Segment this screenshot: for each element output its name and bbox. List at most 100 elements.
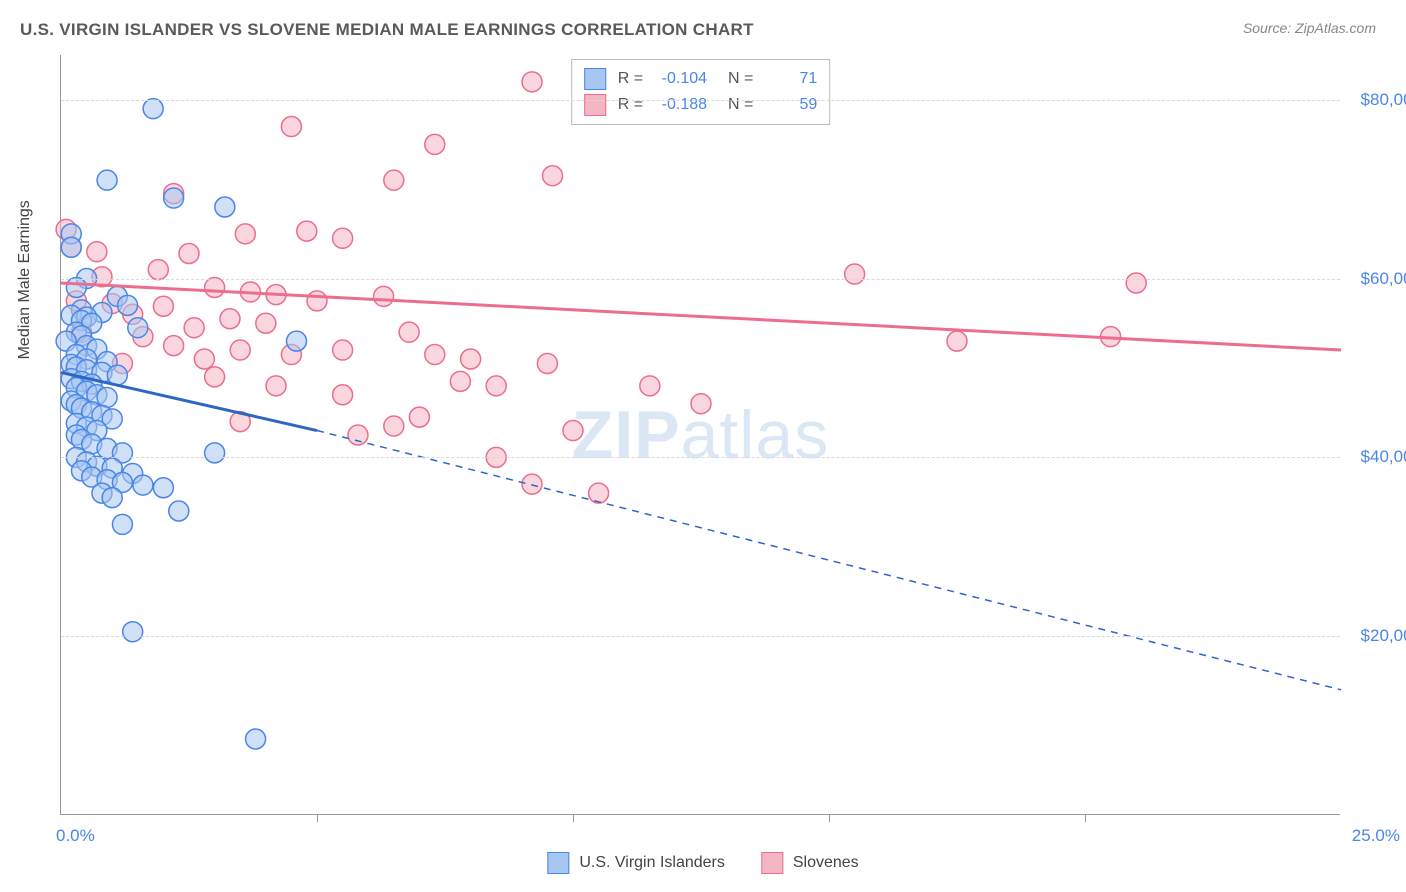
scatter-point-pink	[640, 376, 660, 396]
scatter-point-blue	[102, 488, 122, 508]
scatter-point-pink	[205, 277, 225, 297]
x-axis-min-label: 0.0%	[56, 826, 95, 846]
scatter-point-pink	[194, 349, 214, 369]
n-label: N =	[719, 70, 753, 88]
scatter-point-pink	[409, 407, 429, 427]
scatter-point-pink	[486, 376, 506, 396]
scatter-point-blue	[246, 729, 266, 749]
scatter-point-pink	[179, 243, 199, 263]
swatch-blue	[584, 68, 606, 90]
scatter-point-blue	[112, 514, 132, 534]
scatter-point-blue	[123, 622, 143, 642]
scatter-point-pink	[425, 345, 445, 365]
y-tick-label: $80,000	[1361, 90, 1406, 110]
scatter-point-blue	[66, 277, 86, 297]
swatch-pink	[761, 852, 783, 874]
scatter-point-pink	[461, 349, 481, 369]
scatter-point-pink	[153, 296, 173, 316]
scatter-point-blue	[97, 170, 117, 190]
scatter-point-pink	[205, 367, 225, 387]
scatter-point-pink	[281, 117, 301, 137]
scatter-point-blue	[118, 295, 138, 315]
r-label: R =	[618, 70, 643, 88]
scatter-point-pink	[333, 340, 353, 360]
stats-legend-row-blue: R = -0.104 N = 71	[584, 66, 818, 92]
regression-line-blue-extrap	[317, 431, 1341, 690]
x-tick	[829, 814, 830, 822]
x-tick	[317, 814, 318, 822]
swatch-pink	[584, 94, 606, 116]
stats-legend: R = -0.104 N = 71 R = -0.188 N = 59	[571, 59, 831, 125]
scatter-point-blue	[133, 475, 153, 495]
x-tick	[573, 814, 574, 822]
scatter-point-pink	[374, 286, 394, 306]
scatter-point-pink	[297, 221, 317, 241]
scatter-point-pink	[384, 170, 404, 190]
scatter-point-pink	[333, 228, 353, 248]
scatter-point-pink	[220, 309, 240, 329]
source-attribution: Source: ZipAtlas.com	[1243, 20, 1376, 36]
scatter-point-pink	[522, 72, 542, 92]
legend-item-pink: Slovenes	[761, 852, 859, 874]
correlation-chart: U.S. VIRGIN ISLANDER VS SLOVENE MEDIAN M…	[0, 0, 1406, 892]
y-axis-title: Median Male Earnings	[16, 200, 34, 359]
legend-item-blue: U.S. Virgin Islanders	[547, 852, 725, 874]
gridline	[61, 279, 1340, 280]
gridline	[61, 100, 1340, 101]
y-tick-label: $60,000	[1361, 269, 1406, 289]
x-tick	[1085, 814, 1086, 822]
scatter-point-pink	[589, 483, 609, 503]
scatter-point-pink	[543, 166, 563, 186]
scatter-point-pink	[563, 421, 583, 441]
scatter-point-blue	[153, 478, 173, 498]
plot-svg	[61, 55, 1340, 814]
scatter-point-pink	[256, 313, 276, 333]
scatter-point-pink	[87, 242, 107, 262]
series-legend: U.S. Virgin Islanders Slovenes	[547, 852, 858, 874]
scatter-point-blue	[164, 188, 184, 208]
scatter-point-blue	[61, 237, 81, 257]
scatter-point-blue	[287, 331, 307, 351]
n-value-blue: 71	[761, 70, 817, 88]
y-tick-label: $20,000	[1361, 626, 1406, 646]
regression-line-pink	[61, 283, 1341, 350]
scatter-point-pink	[184, 318, 204, 338]
legend-label-blue: U.S. Virgin Islanders	[579, 854, 725, 872]
scatter-point-pink	[148, 260, 168, 280]
n-value-pink: 59	[761, 96, 817, 114]
swatch-blue	[547, 852, 569, 874]
x-axis-max-label: 25.0%	[1352, 826, 1400, 846]
scatter-point-blue	[215, 197, 235, 217]
scatter-point-pink	[399, 322, 419, 342]
plot-area: ZIPatlas R = -0.104 N = 71 R = -0.188 N …	[60, 55, 1340, 815]
scatter-point-pink	[1126, 273, 1146, 293]
scatter-point-pink	[230, 340, 250, 360]
gridline	[61, 457, 1340, 458]
n-label: N =	[719, 96, 753, 114]
chart-title: U.S. VIRGIN ISLANDER VS SLOVENE MEDIAN M…	[20, 20, 754, 40]
scatter-point-pink	[307, 291, 327, 311]
scatter-point-blue	[205, 443, 225, 463]
scatter-point-pink	[845, 264, 865, 284]
y-tick-label: $40,000	[1361, 447, 1406, 467]
stats-legend-row-pink: R = -0.188 N = 59	[584, 92, 818, 118]
r-label: R =	[618, 96, 643, 114]
scatter-point-pink	[450, 371, 470, 391]
scatter-point-pink	[425, 134, 445, 154]
r-value-pink: -0.188	[651, 96, 707, 114]
scatter-point-blue	[143, 99, 163, 119]
scatter-point-pink	[537, 353, 557, 373]
scatter-point-pink	[691, 394, 711, 414]
legend-label-pink: Slovenes	[793, 854, 859, 872]
r-value-blue: -0.104	[651, 70, 707, 88]
scatter-point-pink	[348, 425, 368, 445]
scatter-point-pink	[947, 331, 967, 351]
scatter-point-blue	[97, 387, 117, 407]
scatter-point-pink	[235, 224, 255, 244]
scatter-point-blue	[128, 318, 148, 338]
gridline	[61, 636, 1340, 637]
scatter-point-pink	[164, 336, 184, 356]
scatter-point-pink	[333, 385, 353, 405]
scatter-point-pink	[384, 416, 404, 436]
scatter-point-pink	[522, 474, 542, 494]
